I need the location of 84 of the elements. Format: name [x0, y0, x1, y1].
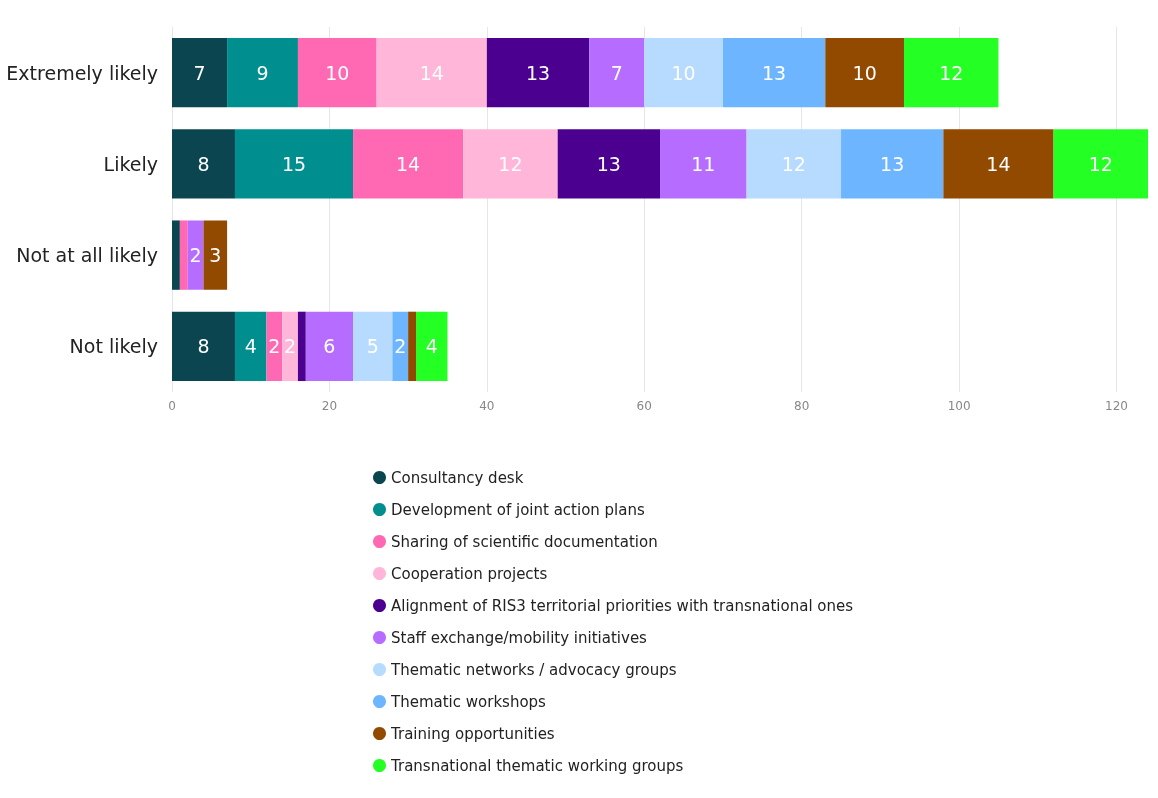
data-label: 12: [939, 61, 964, 84]
data-label: 8: [197, 335, 210, 358]
bar: [644, 37, 723, 108]
x-tick-label: 100: [947, 399, 971, 413]
bar: [297, 311, 306, 382]
bar: [392, 311, 409, 382]
y-tick-label: Not likely: [69, 335, 158, 358]
data-label: 12: [781, 152, 806, 175]
bar: [282, 311, 298, 382]
bar: [463, 129, 558, 199]
bar: [234, 311, 267, 382]
data-label: 4: [425, 335, 438, 358]
bar: [376, 37, 487, 108]
bar: [353, 129, 464, 199]
bar: [266, 311, 283, 382]
bar: [904, 37, 999, 108]
bar: [408, 311, 416, 382]
x-tick-label: 20: [321, 399, 338, 413]
legend-label: Alignment of RIS3 territorial priorities with transnational ones: [391, 596, 854, 615]
legend-label: Training opportunities: [390, 724, 555, 743]
data-label: 9: [256, 61, 269, 84]
y-tick-label: Likely: [103, 152, 158, 175]
bar: [943, 129, 1054, 199]
bar: [416, 311, 448, 382]
data-label: 4: [244, 335, 257, 358]
data-label: 5: [366, 335, 379, 358]
bar: [203, 220, 228, 290]
bar: [172, 129, 235, 199]
data-label: 15: [281, 152, 307, 175]
data-label: 6: [323, 335, 336, 358]
bar: [305, 311, 354, 382]
bar: [486, 37, 590, 108]
legend-label: Sharing of scientific documentation: [391, 532, 658, 551]
data-label: 10: [852, 61, 877, 84]
data-label: 12: [1088, 152, 1113, 175]
data-label: 13: [596, 152, 621, 175]
data-label: 8: [197, 152, 210, 175]
data-label: 10: [325, 61, 350, 84]
data-label: 14: [419, 61, 444, 84]
x-tick-label: 120: [1105, 399, 1128, 413]
legend-label: Thematic workshops: [390, 692, 547, 711]
bar: [1053, 129, 1148, 199]
bar: [825, 37, 904, 108]
data-label: 12: [498, 152, 523, 175]
bar: [172, 220, 180, 290]
data-label: 2: [268, 335, 281, 358]
bar: [589, 37, 645, 108]
bar: [172, 311, 235, 382]
bar: [746, 129, 842, 199]
data-label: 11: [691, 152, 716, 175]
bar: [297, 37, 377, 108]
x-tick-label: 60: [636, 399, 652, 413]
data-label: 13: [880, 152, 905, 175]
data-label: 2: [284, 335, 297, 358]
bar: [353, 311, 393, 382]
legend-label: Staff exchange/mobility initiatives: [391, 628, 648, 647]
data-label: 10: [671, 61, 696, 84]
bar: [172, 37, 228, 108]
legend-label: Development of joint action plans: [391, 500, 645, 519]
x-tick-label: 80: [794, 399, 810, 413]
y-tick-label: Extremely likely: [6, 61, 158, 84]
data-label: 13: [525, 61, 551, 84]
bar: [179, 220, 188, 290]
legend-label: Consultancy desk: [391, 468, 524, 487]
y-tick-label: Not at all likely: [16, 244, 158, 267]
data-label: 14: [396, 152, 421, 175]
legend-label: Cooperation projects: [391, 564, 548, 583]
data-label: 3: [209, 244, 222, 267]
bar: [234, 129, 354, 199]
data-label: 7: [610, 61, 623, 84]
legend-label: Thematic networks / advocacy groups: [390, 660, 677, 679]
bar: [557, 129, 660, 199]
bar: [227, 37, 298, 108]
data-label: 2: [189, 244, 202, 267]
data-label: 2: [394, 335, 407, 358]
bar: [841, 129, 944, 199]
bar: [722, 37, 826, 108]
legend-label: Transnational thematic working groups: [390, 756, 684, 775]
x-tick-label: 0: [168, 399, 176, 413]
bar: [660, 129, 747, 199]
x-tick-label: 40: [479, 399, 495, 413]
data-label: 14: [986, 152, 1011, 175]
data-label: 13: [762, 61, 787, 84]
data-label: 7: [193, 61, 206, 84]
